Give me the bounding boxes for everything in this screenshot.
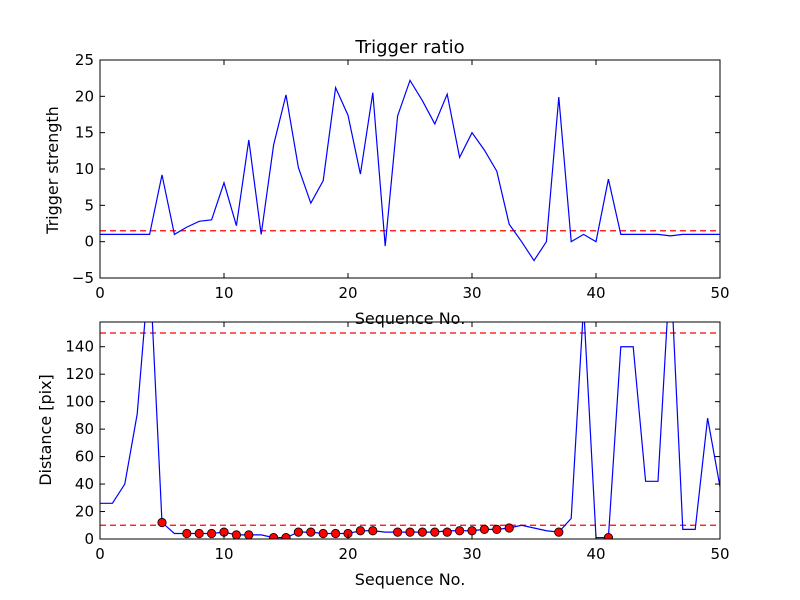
y-tick-label: 5 (84, 196, 94, 214)
x-tick-label: 30 (462, 284, 481, 302)
bottom-plot-ylabel: Distance [pix] (36, 374, 55, 486)
data-point (492, 524, 502, 534)
data-point (467, 526, 477, 536)
data-point (306, 527, 316, 537)
data-point (207, 528, 217, 539)
data-point (504, 523, 514, 533)
data-point (293, 527, 303, 537)
x-tick-label: 50 (710, 545, 729, 563)
top-plot: Trigger ratio Sequence No. Trigger stren… (43, 37, 730, 328)
y-tick-label: 15 (75, 124, 94, 142)
top-plot-xlabel: Sequence No. (355, 309, 466, 328)
plot-frame (99, 321, 721, 540)
x-tick-label: 0 (95, 284, 105, 302)
x-tick-label: 30 (462, 545, 481, 563)
data-point (355, 526, 365, 536)
bottom-plot-xlabel: Sequence No. (355, 570, 466, 589)
data-point (281, 533, 291, 539)
x-tick-label: 10 (214, 284, 233, 302)
plot-content (100, 78, 720, 262)
x-tick-label: 40 (586, 284, 605, 302)
data-point (603, 533, 613, 539)
data-point (269, 533, 279, 539)
y-tick-label: 0 (84, 233, 94, 251)
y-tick-label: 80 (75, 420, 94, 438)
data-point (330, 528, 341, 539)
data-point (244, 530, 254, 539)
data-point (392, 527, 403, 537)
data-point (430, 527, 440, 537)
y-tick-label: 10 (75, 160, 94, 178)
x-tick-label: 50 (710, 284, 729, 302)
y-tick-label: 25 (75, 51, 94, 69)
x-tick-label: 0 (95, 545, 105, 563)
data-point (417, 527, 427, 537)
y-tick-label: 120 (65, 365, 94, 383)
data-point (554, 527, 564, 537)
data-point (318, 528, 328, 539)
y-tick-label: 40 (75, 475, 94, 493)
series-line (100, 322, 720, 539)
y-tick-label: 100 (65, 393, 94, 411)
data-point (194, 528, 204, 539)
x-tick-label: 20 (338, 284, 357, 302)
plot-frame (99, 59, 721, 279)
data-point (454, 526, 465, 536)
x-tick-label: 40 (586, 545, 605, 563)
data-point (157, 517, 167, 528)
y-tick-label: 60 (75, 448, 94, 466)
data-point (231, 530, 241, 539)
x-tick-label: 20 (338, 545, 357, 563)
data-point (405, 527, 415, 537)
bottom-plot: Sequence No. Distance [pix] 0 10 20 30 40 50 0… (36, 321, 730, 589)
x-tick-label: 10 (214, 545, 233, 563)
data-point (368, 526, 378, 536)
top-plot-title: Trigger ratio (354, 37, 464, 58)
y-tick-label: 140 (65, 338, 94, 356)
data-point (182, 528, 192, 539)
data-point (442, 527, 452, 537)
series-line (100, 78, 720, 262)
top-plot-ylabel: Trigger strength (43, 106, 62, 235)
y-tick-label: 20 (75, 503, 94, 521)
data-point (479, 524, 489, 534)
plot-content (100, 322, 720, 539)
y-tick-label: 20 (75, 87, 94, 105)
y-tick-label: 0 (84, 530, 94, 548)
y-tick-label: −5 (72, 269, 94, 287)
